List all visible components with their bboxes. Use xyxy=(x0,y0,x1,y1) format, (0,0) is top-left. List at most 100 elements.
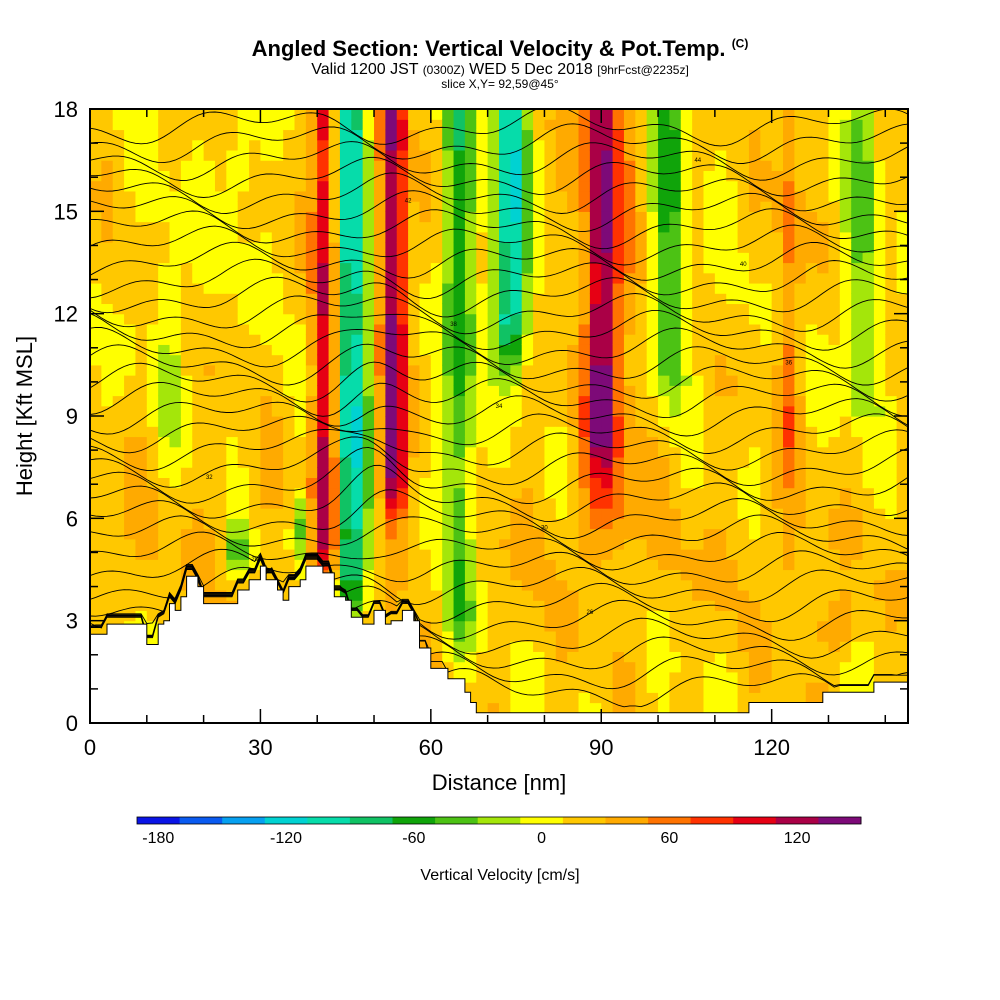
velocity-cell xyxy=(237,416,250,427)
velocity-cell xyxy=(90,487,102,499)
velocity-cell xyxy=(760,201,773,212)
velocity-cell xyxy=(135,252,148,264)
velocity-cell xyxy=(408,293,421,305)
velocity-cell xyxy=(260,282,273,294)
velocity-cell xyxy=(135,242,148,253)
velocity-cell xyxy=(283,446,296,458)
velocity-cell xyxy=(112,477,125,489)
velocity-cell xyxy=(839,589,852,601)
velocity-cell xyxy=(873,149,886,161)
velocity-cell xyxy=(362,508,375,519)
velocity-cell xyxy=(260,405,273,417)
velocity-cell xyxy=(794,262,807,274)
velocity-cell xyxy=(226,354,239,366)
velocity-cell xyxy=(169,221,182,233)
velocity-cell xyxy=(396,364,409,376)
velocity-cell xyxy=(646,671,659,683)
velocity-cell xyxy=(419,252,432,264)
velocity-cell xyxy=(612,446,625,458)
velocity-cell xyxy=(828,323,841,335)
velocity-cell xyxy=(487,313,500,325)
velocity-cell xyxy=(533,109,546,120)
velocity-cell xyxy=(419,405,432,417)
velocity-cell xyxy=(555,436,568,448)
velocity-cell xyxy=(430,313,443,325)
velocity-cell xyxy=(873,589,886,601)
velocity-cell xyxy=(90,303,102,315)
velocity-cell xyxy=(714,508,727,519)
velocity-cell xyxy=(703,160,716,171)
colorbar-swatch xyxy=(307,817,351,824)
velocity-cell xyxy=(374,589,386,601)
velocity-cell xyxy=(430,201,443,212)
isentrope-line xyxy=(90,309,908,351)
velocity-cell xyxy=(453,109,466,120)
velocity-cell xyxy=(885,139,898,151)
velocity-cell xyxy=(669,446,682,458)
velocity-cell xyxy=(783,682,795,693)
velocity-cell xyxy=(714,354,727,366)
velocity-cell xyxy=(101,313,114,325)
velocity-cell xyxy=(101,252,114,264)
velocity-cell xyxy=(192,375,205,386)
velocity-cell xyxy=(714,610,727,622)
velocity-cell xyxy=(748,661,761,673)
velocity-cell xyxy=(578,610,591,622)
velocity-cell xyxy=(146,528,159,540)
velocity-cell xyxy=(510,436,523,448)
velocity-cell xyxy=(374,323,386,335)
velocity-cell xyxy=(430,518,443,530)
velocity-cell xyxy=(146,364,159,376)
velocity-cell xyxy=(817,272,830,284)
velocity-cell xyxy=(885,456,898,468)
velocity-cell xyxy=(794,487,807,499)
velocity-cell xyxy=(146,201,159,212)
velocity-cell xyxy=(533,692,546,704)
velocity-cell xyxy=(839,354,852,366)
velocity-cell xyxy=(760,651,773,663)
velocity-cell xyxy=(476,231,489,243)
velocity-cell xyxy=(214,375,227,386)
velocity-cell xyxy=(476,641,489,652)
velocity-cell xyxy=(771,497,784,509)
velocity-cell xyxy=(260,170,273,182)
velocity-cell xyxy=(385,313,398,325)
velocity-cell xyxy=(703,109,716,120)
velocity-cell xyxy=(862,405,875,417)
velocity-cell xyxy=(214,549,227,560)
velocity-cell xyxy=(533,641,546,652)
velocity-cell xyxy=(442,119,455,131)
velocity-cell xyxy=(237,334,250,345)
velocity-cell xyxy=(101,139,114,151)
velocity-cell xyxy=(544,579,557,591)
velocity-cell xyxy=(828,549,841,560)
velocity-cell xyxy=(589,497,602,509)
velocity-cell xyxy=(646,303,659,315)
velocity-cell xyxy=(180,467,193,478)
velocity-cell xyxy=(203,262,216,274)
velocity-cell xyxy=(396,477,409,489)
velocity-cell xyxy=(692,620,705,632)
velocity-cell xyxy=(601,190,614,202)
velocity-cell xyxy=(669,231,682,243)
velocity-cell xyxy=(339,477,352,489)
velocity-cell xyxy=(453,323,466,335)
velocity-cell xyxy=(794,436,807,448)
velocity-cell xyxy=(703,589,716,601)
velocity-cell xyxy=(521,671,534,683)
velocity-cell xyxy=(374,467,386,478)
velocity-cell xyxy=(374,221,386,233)
velocity-cell xyxy=(521,293,534,305)
velocity-cell xyxy=(760,119,773,131)
velocity-cell xyxy=(748,589,761,601)
velocity-cell xyxy=(601,252,614,264)
velocity-cell xyxy=(499,630,511,642)
velocity-cell xyxy=(771,170,784,182)
velocity-cell xyxy=(714,589,727,601)
velocity-cell xyxy=(612,630,625,642)
velocity-cell xyxy=(146,416,159,427)
velocity-cell xyxy=(635,323,648,335)
velocity-cell xyxy=(192,385,205,397)
velocity-cell xyxy=(748,508,761,519)
velocity-cell xyxy=(101,456,114,468)
